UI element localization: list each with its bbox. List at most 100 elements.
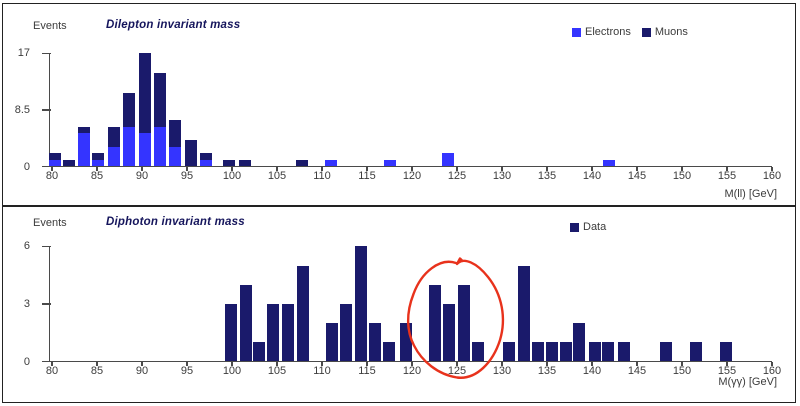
mgg-x-tick-label-150: 150	[672, 365, 692, 377]
histogram-bar-mll-141.9	[603, 159, 616, 167]
histogram-bar-mgg-134	[532, 342, 544, 362]
histogram-bar-mgg-148.2	[659, 342, 672, 362]
histogram-bar-mll-85.1	[91, 153, 104, 167]
mll-x-tick-85	[96, 166, 98, 171]
histogram-bar-mgg-122.6	[429, 284, 442, 362]
histogram-bar-mgg-154.9	[720, 342, 733, 362]
mgg-x-tick-155	[726, 361, 728, 366]
mgg-y-tick-label-0: 0	[23, 355, 30, 368]
dilepton-events-axis-label: Events	[33, 20, 67, 32]
data-segment	[503, 342, 516, 362]
mll-x-tick-150	[681, 166, 683, 171]
muons-segment	[199, 153, 212, 160]
muons-segment	[138, 53, 151, 134]
data-segment	[720, 342, 733, 362]
mll-x-tick-label-155: 155	[717, 170, 737, 182]
muons-segment	[108, 126, 121, 147]
mll-x-tick-90	[141, 166, 143, 171]
mgg-x-tick-label-120: 120	[402, 365, 422, 377]
histogram-bar-mll-92	[154, 73, 166, 167]
diphoton-events-axis-label: Events	[33, 217, 67, 229]
mll-x-tick-label-150: 150	[672, 170, 692, 182]
data-segment	[545, 342, 558, 362]
data-segment	[340, 303, 353, 362]
dilepton-legend: Electrons Muons	[572, 26, 699, 38]
histogram-bar-mgg-117.4	[382, 342, 395, 362]
histogram-bar-mll-99.7	[223, 159, 236, 167]
histogram-bar-mll-83.5	[77, 126, 90, 167]
mll-x-tick-155	[726, 166, 728, 171]
mll-x-tick-label-135: 135	[537, 170, 557, 182]
mgg-x-tick-label-155: 155	[717, 365, 737, 377]
muons-segment	[48, 153, 61, 160]
mgg-x-tick-label-105: 105	[267, 365, 287, 377]
electrons-segment	[138, 133, 151, 167]
histogram-bar-mgg-151.6	[690, 342, 703, 362]
mll-x-tick-label-90: 90	[135, 170, 149, 182]
histogram-bar-mll-117.6	[384, 159, 397, 167]
histogram-bar-mgg-119.3	[399, 323, 412, 362]
histogram-bar-mgg-127.3	[471, 342, 484, 362]
mgg-x-tick-label-110: 110	[313, 365, 331, 377]
electrons-legend-label: Electrons	[585, 26, 631, 38]
histogram-bar-mgg-143.5	[617, 342, 630, 362]
mgg-y-tick-label-3: 3	[23, 297, 30, 310]
mgg-x-tick-150	[681, 361, 683, 366]
histogram-bar-mgg-114.3	[354, 246, 367, 362]
electrons-segment	[442, 153, 454, 167]
mgg-x-tick-160	[771, 361, 773, 366]
muons-swatch-icon	[641, 27, 651, 37]
histogram-bar-mll-86.9	[108, 126, 121, 167]
data-segment	[442, 303, 455, 362]
muons-segment	[223, 159, 236, 167]
histogram-bar-mgg-112.7	[340, 303, 353, 362]
mgg-x-tick-label-80: 80	[45, 365, 59, 377]
data-segment	[399, 323, 412, 362]
mgg-x-tick-110	[321, 361, 323, 366]
histogram-bar-mgg-104.6	[267, 303, 280, 362]
mll-x-tick-label-130: 130	[492, 170, 512, 182]
mll-x-tick-160	[771, 166, 773, 171]
data-segment	[281, 303, 294, 362]
mll-y-tick-17	[42, 52, 51, 55]
data-segment	[458, 284, 471, 362]
mgg-y-tick-3	[42, 303, 51, 305]
electrons-segment	[603, 159, 616, 167]
mgg-x-tick-label-90: 90	[135, 365, 149, 377]
mgg-x-tick-140	[591, 361, 593, 366]
histogram-bar-mgg-101.5	[239, 284, 252, 362]
histogram-bar-mgg-137.1	[559, 342, 572, 362]
mgg-x-tick-105	[276, 361, 278, 366]
mll-y-tick-label-8.5: 8.5	[14, 103, 30, 116]
histogram-bar-mgg-135.5	[545, 342, 558, 362]
electrons-segment	[77, 133, 90, 167]
histogram-bar-mll-111	[325, 159, 337, 167]
data-segment	[573, 323, 586, 362]
data-segment	[239, 284, 252, 362]
mll-x-tick-105	[276, 166, 278, 171]
mll-x-tick-label-140: 140	[582, 170, 602, 182]
mll-x-tick-label-100: 100	[222, 170, 242, 182]
histogram-bar-mll-90.3	[138, 53, 151, 167]
muons-segment	[154, 73, 166, 127]
muons-segment	[169, 119, 182, 147]
histogram-bar-mll-107.8	[296, 159, 309, 167]
muons-segment	[91, 153, 104, 160]
mgg-x-tick-135	[546, 361, 548, 366]
diphoton-panel	[2, 206, 796, 403]
muons-segment	[77, 126, 90, 134]
electrons-segment	[123, 126, 136, 167]
mgg-x-tick-label-95: 95	[180, 365, 194, 377]
data-segment	[297, 265, 310, 362]
mll-x-tick-label-120: 120	[402, 170, 422, 182]
electrons-segment	[108, 146, 121, 167]
mgg-x-tick-label-85: 85	[90, 365, 104, 377]
histogram-bar-mgg-115.9	[369, 323, 382, 362]
muons-segment	[238, 159, 251, 167]
histogram-bar-mgg-141.8	[602, 342, 615, 362]
mll-x-tick-110	[321, 166, 323, 171]
mll-x-tick-95	[186, 166, 188, 171]
mgg-y-tick-0	[42, 360, 51, 363]
mll-x-tick-135	[546, 166, 548, 171]
data-segment	[690, 342, 703, 362]
